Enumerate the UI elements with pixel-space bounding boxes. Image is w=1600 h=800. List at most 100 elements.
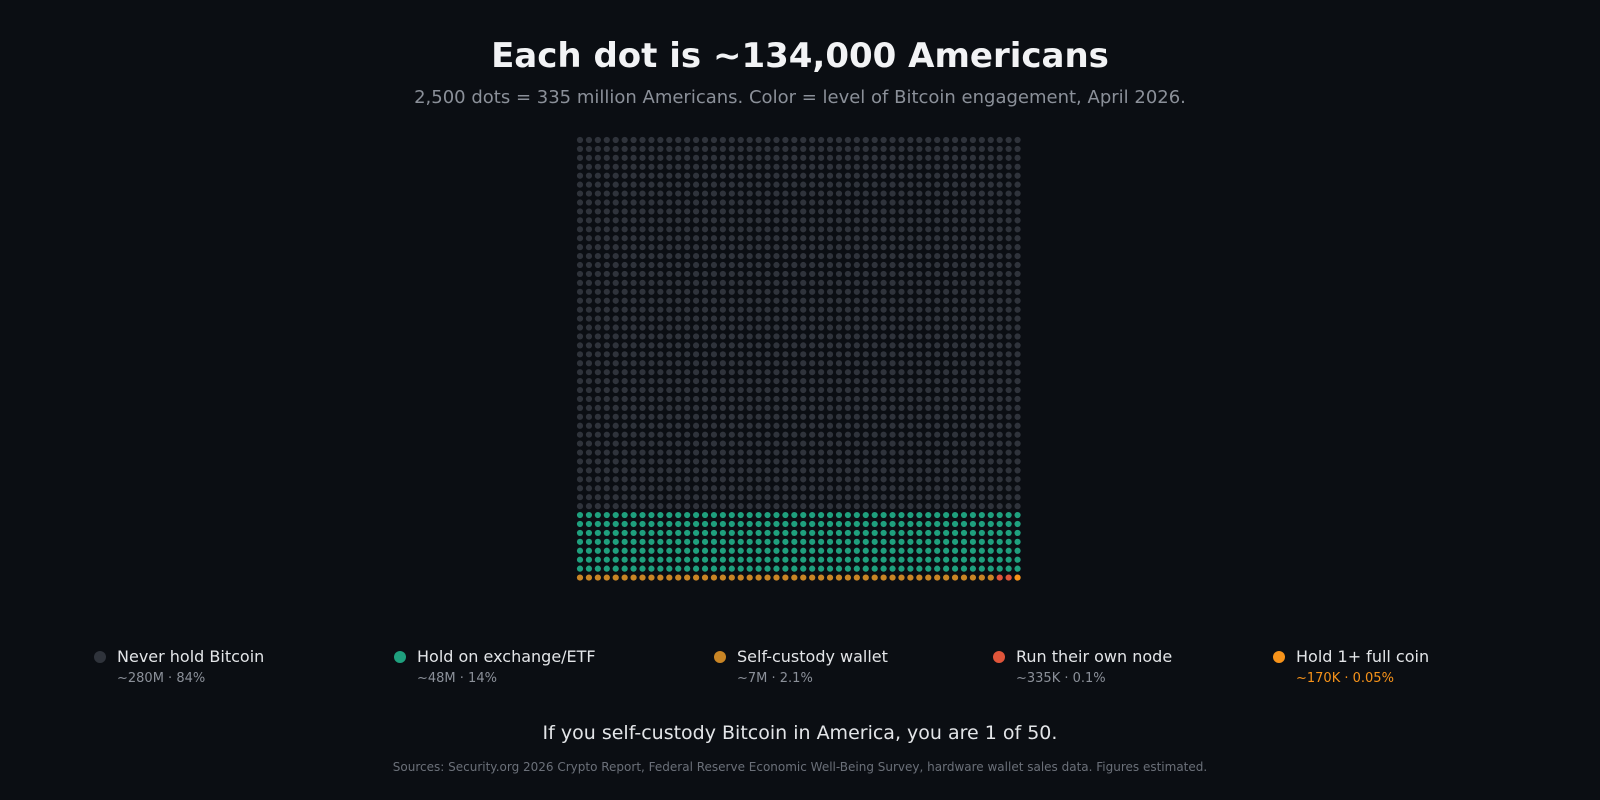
dot-never-hold [898, 360, 905, 367]
dot-exchange-etf [782, 565, 789, 572]
dot-never-hold [880, 199, 887, 206]
dot-never-hold [630, 217, 637, 224]
dot-never-hold [996, 440, 1003, 447]
dot-never-hold [755, 208, 762, 215]
dot-never-hold [1014, 494, 1021, 501]
dot-never-hold [746, 163, 753, 170]
dot-never-hold [844, 449, 852, 456]
dot-never-hold [844, 252, 852, 260]
dot-never-hold [710, 386, 718, 394]
dot-never-hold [621, 476, 628, 483]
dot-never-hold [657, 422, 664, 429]
dot-never-hold [818, 360, 825, 367]
dot-never-hold [925, 324, 932, 331]
dot-never-hold [1014, 351, 1021, 358]
dot-never-hold [1005, 145, 1012, 153]
dot-never-hold [996, 181, 1003, 188]
dot-never-hold [934, 217, 941, 224]
dot-never-hold [889, 208, 896, 215]
dot-never-hold [951, 217, 959, 224]
dot-never-hold [978, 378, 985, 385]
dot-never-hold [996, 369, 1003, 376]
dot-never-hold [916, 467, 923, 474]
dot-never-hold [844, 279, 852, 286]
dot-exchange-etf [809, 547, 816, 554]
dot-never-hold [764, 333, 771, 340]
dot-never-hold [692, 181, 700, 188]
dot-never-hold [603, 503, 610, 510]
dot-never-hold [826, 485, 834, 492]
dot-never-hold [755, 172, 762, 179]
dot-never-hold [889, 413, 896, 420]
dot-never-hold [853, 449, 860, 456]
dot-never-hold [818, 440, 825, 447]
dot-never-hold [934, 270, 941, 278]
dot-never-hold [612, 190, 619, 197]
dot-never-hold [943, 315, 950, 322]
dot-exchange-etf [657, 556, 664, 563]
dot-never-hold [648, 378, 655, 385]
dot-never-hold [1005, 404, 1012, 411]
dot-never-hold [684, 369, 691, 376]
dot-never-hold [880, 297, 887, 304]
dot-exchange-etf [934, 556, 941, 563]
dot-exchange-etf [826, 511, 834, 519]
dot-never-hold [737, 244, 744, 251]
dot-never-hold [916, 485, 923, 492]
dot-exchange-etf [925, 547, 932, 554]
dot-never-hold [585, 288, 593, 295]
dot-never-hold [951, 369, 959, 376]
dot-never-hold [764, 467, 771, 474]
dot-never-hold [1005, 494, 1012, 501]
dot-exchange-etf [818, 520, 825, 528]
dot-never-hold [666, 172, 673, 179]
dot-exchange-etf [978, 529, 985, 537]
dot-never-hold [934, 476, 941, 483]
dot-never-hold [782, 306, 789, 313]
dot-never-hold [612, 485, 619, 492]
dot-never-hold [844, 190, 852, 197]
dot-never-hold [871, 172, 878, 179]
dot-never-hold [684, 226, 691, 233]
dot-never-hold [603, 431, 610, 438]
dot-never-hold [916, 449, 923, 456]
dot-never-hold [684, 270, 691, 278]
dot-exchange-etf [791, 547, 798, 554]
dot-never-hold [871, 413, 878, 420]
dot-exchange-etf [871, 547, 878, 554]
dot-never-hold [996, 154, 1003, 161]
dot-self-custody [648, 574, 655, 581]
dot-never-hold [871, 252, 878, 260]
dot-never-hold [675, 467, 682, 474]
dot-never-hold [710, 172, 718, 179]
dot-never-hold [862, 154, 869, 161]
dot-never-hold [692, 315, 700, 322]
dot-never-hold [862, 458, 869, 465]
dot-never-hold [585, 333, 593, 340]
dot-never-hold [862, 494, 869, 501]
dot-exchange-etf [1005, 547, 1012, 554]
dot-never-hold [800, 217, 807, 224]
dot-never-hold [978, 422, 985, 429]
dot-never-hold [916, 136, 923, 144]
dot-never-hold [755, 431, 762, 438]
dot-never-hold [853, 324, 860, 331]
dot-never-hold [746, 494, 753, 501]
dot-never-hold [755, 315, 762, 322]
dot-never-hold [737, 190, 744, 197]
dot-never-hold [898, 306, 905, 313]
dot-never-hold [621, 226, 628, 233]
dot-exchange-etf [630, 529, 637, 537]
dot-exchange-etf [621, 556, 628, 563]
dot-never-hold [862, 378, 869, 385]
dot-never-hold [871, 279, 878, 286]
dot-never-hold [1014, 395, 1021, 403]
dot-never-hold [585, 324, 593, 331]
dot-never-hold [621, 270, 628, 278]
dot-never-hold [978, 190, 985, 197]
dot-never-hold [907, 386, 914, 394]
dot-never-hold [835, 386, 843, 394]
dot-never-hold [594, 136, 601, 144]
dot-never-hold [1014, 145, 1021, 153]
dot-never-hold [996, 163, 1003, 170]
